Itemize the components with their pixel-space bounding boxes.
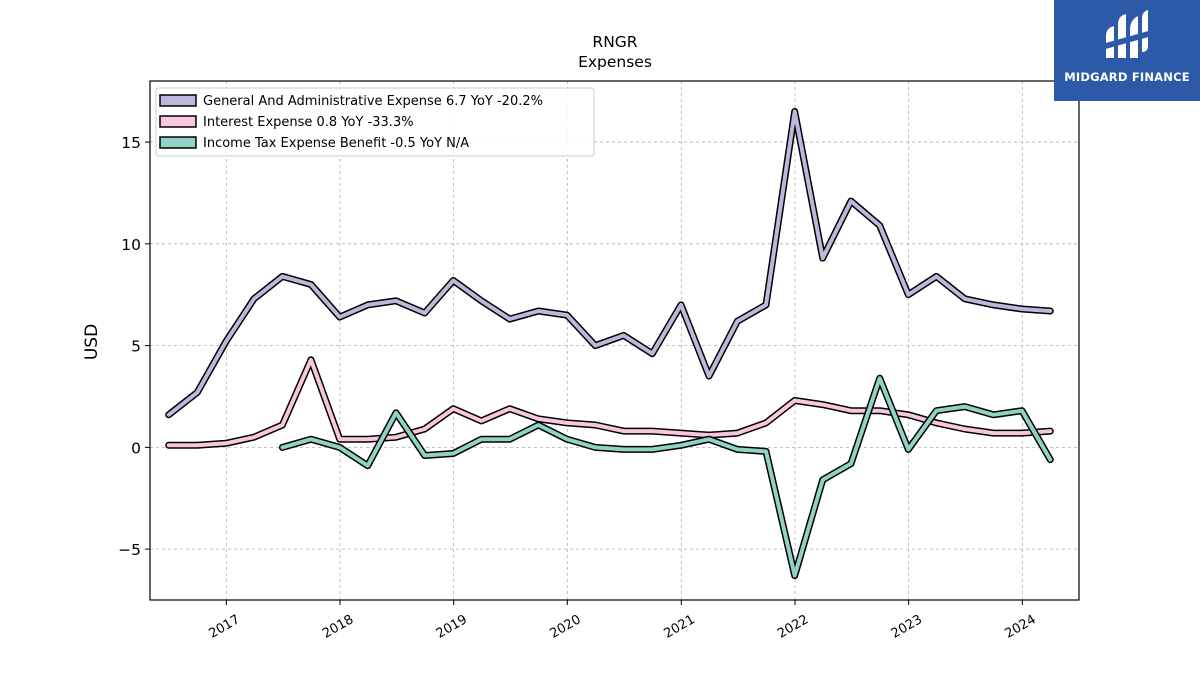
y-axis-label: USD — [82, 324, 102, 360]
x-tick-label: 2018 — [320, 612, 356, 642]
legend-label: Interest Expense 0.8 YoY -33.3% — [203, 115, 414, 130]
legend-swatch — [159, 136, 197, 149]
y-tick-label: 0 — [131, 439, 141, 457]
series-line-outline — [165, 108, 1054, 419]
x-tick-label: 2017 — [206, 612, 242, 642]
legend-box — [155, 87, 595, 157]
y-tick-label: 10 — [121, 236, 141, 254]
legend-label: Income Tax Expense Benefit -0.5 YoY N/A — [203, 136, 469, 151]
logo-brand-text: MIDGARD FINANCE — [1064, 70, 1190, 84]
chart-subtitle: Expenses — [578, 53, 652, 71]
series-2 — [278, 374, 1054, 580]
series-line — [166, 357, 1053, 448]
x-tick-label: 2022 — [775, 612, 811, 642]
y-tick-label: −5 — [118, 541, 141, 559]
x-tick-label: 2023 — [889, 612, 925, 642]
midgard-finance-logo: MIDGARD FINANCE — [1054, 0, 1200, 101]
series-line — [280, 376, 1053, 578]
series-line — [166, 109, 1053, 417]
chart-title: RNGR — [592, 33, 637, 51]
y-tick-label: 5 — [131, 338, 141, 356]
legend-swatch — [159, 94, 197, 107]
plot-frame — [149, 80, 1080, 601]
x-tick-label: 2024 — [1002, 612, 1038, 642]
x-tick-label: 2020 — [547, 612, 583, 642]
legend: General And Administrative Expense 6.7 Y… — [155, 87, 595, 157]
series-0 — [165, 108, 1054, 419]
axis-ticks: −5 0 5 10 15 2017 2018 2019 2020 2021 2022 2023 2024 — [118, 134, 1039, 642]
legend-swatch — [159, 115, 197, 128]
x-tick-label: 2021 — [661, 612, 697, 642]
legend-label: General And Administrative Expense 6.7 Y… — [203, 94, 543, 109]
series-1 — [165, 356, 1054, 449]
x-tick-label: 2019 — [434, 612, 470, 642]
series-lines — [165, 108, 1054, 580]
grid-lines — [150, 81, 1079, 600]
series-line-outline — [278, 374, 1054, 580]
midgard-logo-icon — [1102, 10, 1152, 58]
y-tick-label: 15 — [121, 134, 141, 152]
